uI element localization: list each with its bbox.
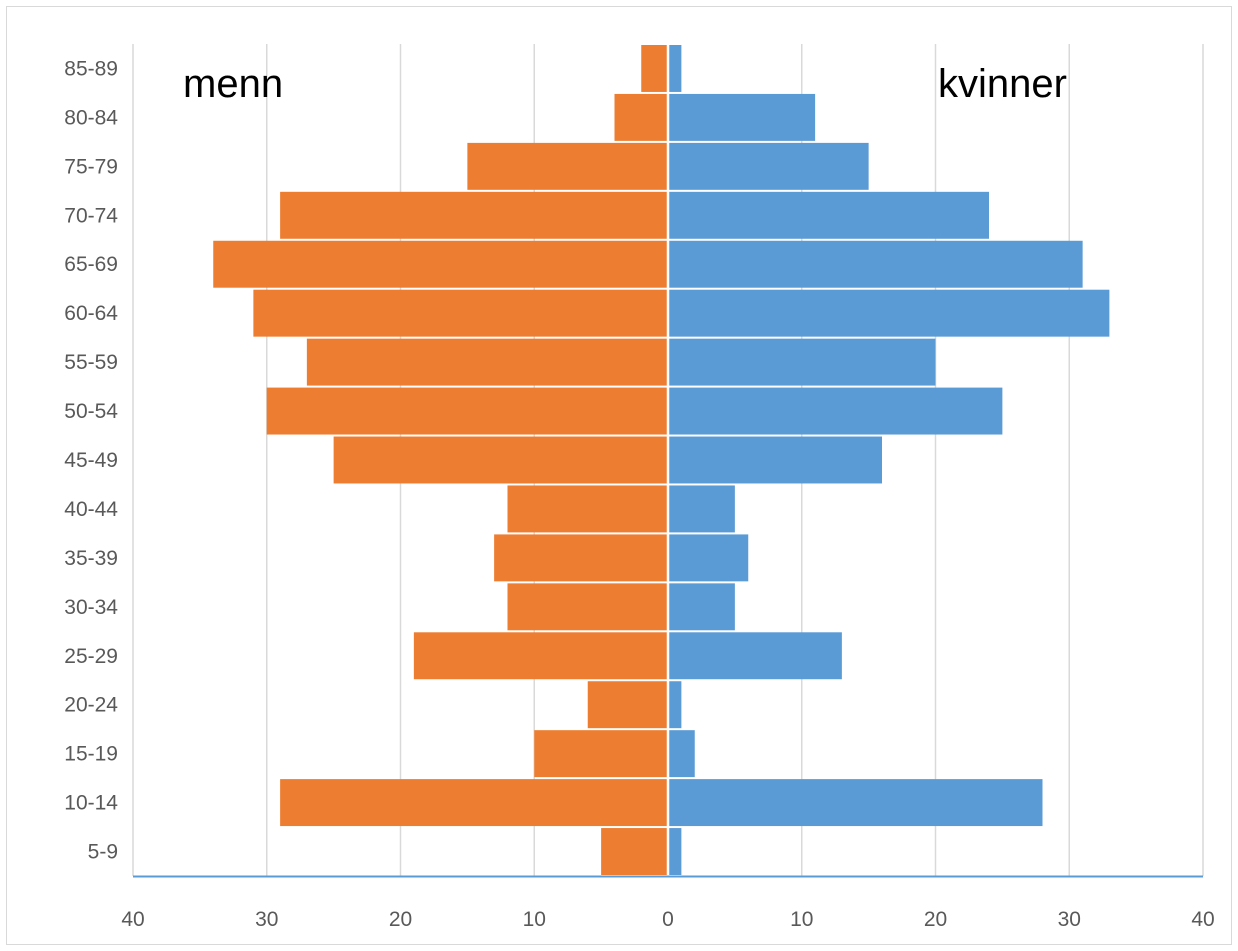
bar-menn-75-79	[467, 142, 668, 190]
bar-kvinner-35-39	[668, 534, 749, 582]
bar-kvinner-25-29	[668, 632, 842, 680]
bar-menn-55-59	[306, 338, 668, 386]
y-tick-label: 65-69	[64, 253, 118, 276]
y-tick-label: 40-44	[64, 498, 118, 521]
x-tick-label: 0	[662, 908, 674, 931]
bar-menn-85-89	[641, 45, 668, 92]
bar-kvinner-65-69	[668, 240, 1083, 288]
series-label-menn: menn	[183, 62, 283, 106]
bar-menn-15-19	[534, 730, 668, 778]
bars	[213, 45, 1110, 875]
bar-menn-80-84	[614, 93, 668, 141]
bar-kvinner-85-89	[668, 45, 682, 92]
x-tick-label: 10	[523, 908, 546, 931]
bar-menn-50-54	[266, 387, 668, 435]
bar-kvinner-60-64	[668, 289, 1110, 337]
bar-menn-65-69	[213, 240, 668, 288]
series-label-kvinner: kvinner	[938, 62, 1067, 106]
bar-kvinner-20-24	[668, 681, 682, 729]
y-tick-label: 80-84	[64, 106, 118, 129]
y-tick-label: 75-79	[64, 155, 118, 178]
y-tick-label: 70-74	[64, 204, 118, 227]
y-tick-label: 45-49	[64, 449, 118, 472]
bar-menn-10-14	[280, 779, 668, 827]
bar-kvinner-5-9	[668, 828, 682, 875]
bar-kvinner-70-74	[668, 191, 989, 239]
bar-menn-35-39	[494, 534, 668, 582]
bar-kvinner-15-19	[668, 730, 695, 778]
y-tick-label: 35-39	[64, 547, 118, 570]
x-tick-label: 40	[1191, 908, 1214, 931]
bar-menn-5-9	[601, 828, 668, 875]
x-tick-label: 40	[121, 908, 144, 931]
y-tick-label: 85-89	[64, 57, 118, 80]
bar-kvinner-75-79	[668, 142, 869, 190]
bar-menn-60-64	[253, 289, 668, 337]
x-axis-tick-labels: 40 30 20 10 0 10 20 30 40	[121, 908, 1214, 931]
bar-menn-70-74	[280, 191, 668, 239]
x-tick-label: 30	[1058, 908, 1081, 931]
x-tick-label: 20	[924, 908, 947, 931]
bar-menn-45-49	[333, 436, 668, 484]
y-tick-label: 10-14	[64, 792, 118, 815]
y-tick-label: 55-59	[64, 351, 118, 374]
bar-kvinner-30-34	[668, 583, 735, 631]
x-tick-label: 30	[255, 908, 278, 931]
bar-menn-30-34	[507, 583, 668, 631]
y-tick-label: 15-19	[64, 743, 118, 766]
y-tick-label: 60-64	[64, 302, 118, 325]
y-tick-label: 30-34	[64, 596, 118, 619]
y-tick-label: 20-24	[64, 694, 118, 717]
bar-kvinner-55-59	[668, 338, 936, 386]
y-tick-label: 25-29	[64, 645, 118, 668]
bar-kvinner-50-54	[668, 387, 1003, 435]
bar-menn-20-24	[587, 681, 668, 729]
y-tick-label: 50-54	[64, 400, 118, 423]
x-tick-label: 10	[790, 908, 813, 931]
bar-kvinner-45-49	[668, 436, 882, 484]
y-axis-tick-labels: 85-89 80-84 75-79 70-74 65-69 60-64 55-59 50-54…	[64, 57, 118, 863]
x-tick-label: 20	[389, 908, 412, 931]
bar-menn-25-29	[413, 632, 668, 680]
bar-kvinner-40-44	[668, 485, 735, 533]
y-tick-label: 5-9	[88, 841, 118, 864]
bar-kvinner-80-84	[668, 93, 816, 141]
bar-kvinner-10-14	[668, 779, 1043, 827]
bar-menn-40-44	[507, 485, 668, 533]
